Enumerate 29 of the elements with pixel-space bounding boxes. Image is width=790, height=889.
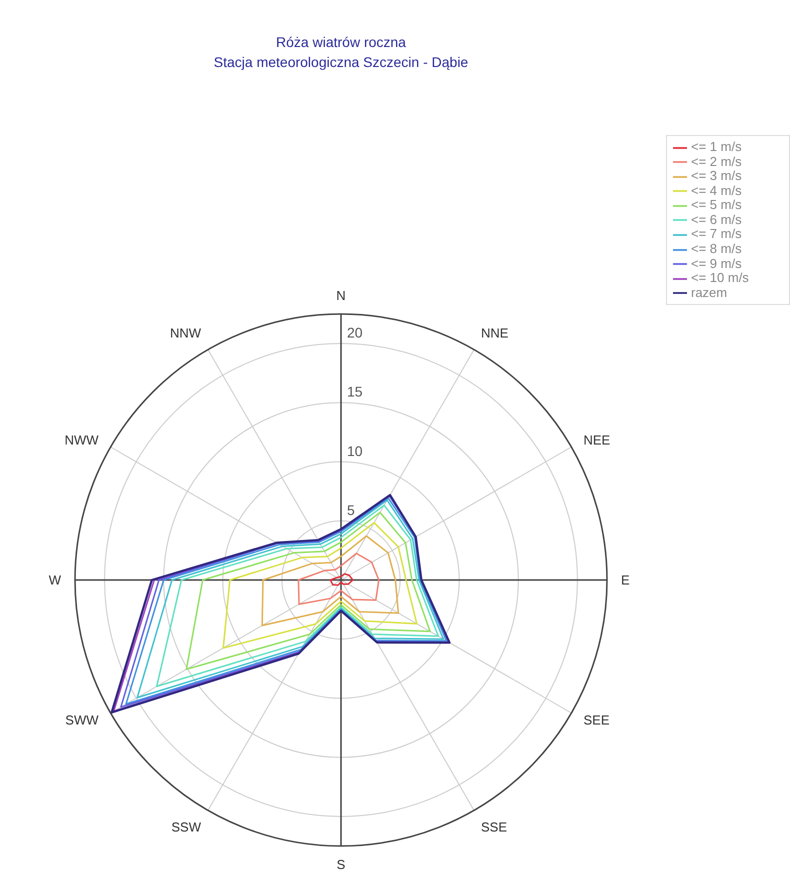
legend-label: razem — [691, 284, 728, 300]
y-tick-label: 5 — [347, 502, 355, 518]
legend-label: <= 9 m/s — [691, 256, 742, 270]
legend-label: <= 1 m/s — [691, 139, 742, 154]
legend-label: <= 10 m/s — [691, 270, 749, 286]
chart-title: Róża wiatrów roczna — [275, 33, 407, 52]
legend-label: <= 5 m/s — [691, 197, 742, 212]
chart-subtitle: Stacja meteorologiczna Szczecin - Dąbie — [212, 53, 470, 72]
legend-label: <= 8 m/s — [691, 240, 742, 256]
spoke-label: NWW — [64, 432, 100, 448]
y-tick-label: 20 — [347, 324, 363, 341]
spoke-label: N — [336, 288, 346, 303]
spoke-label: NEE — [583, 432, 611, 448]
spoke-label: NNW — [170, 326, 202, 341]
spoke-label: W — [48, 572, 62, 588]
spoke-label: NNE — [481, 326, 509, 341]
spoke-label: SSW — [171, 820, 202, 835]
legend-label: <= 4 m/s — [691, 182, 742, 198]
y-tick-label: 15 — [347, 384, 363, 400]
spoke-label: SWW — [65, 712, 100, 728]
y-tick-label: 10 — [347, 442, 363, 459]
spoke-label: E — [621, 572, 630, 588]
legend-label: <= 2 m/s — [691, 154, 742, 169]
spoke-label: S — [336, 857, 346, 872]
legend-label: <= 3 m/s — [691, 168, 742, 184]
spoke-label: SEE — [583, 712, 610, 728]
legend-label: <= 6 m/s — [691, 212, 742, 227]
spoke-label: SSE — [481, 820, 508, 835]
legend-label: <= 7 m/s — [691, 226, 742, 242]
